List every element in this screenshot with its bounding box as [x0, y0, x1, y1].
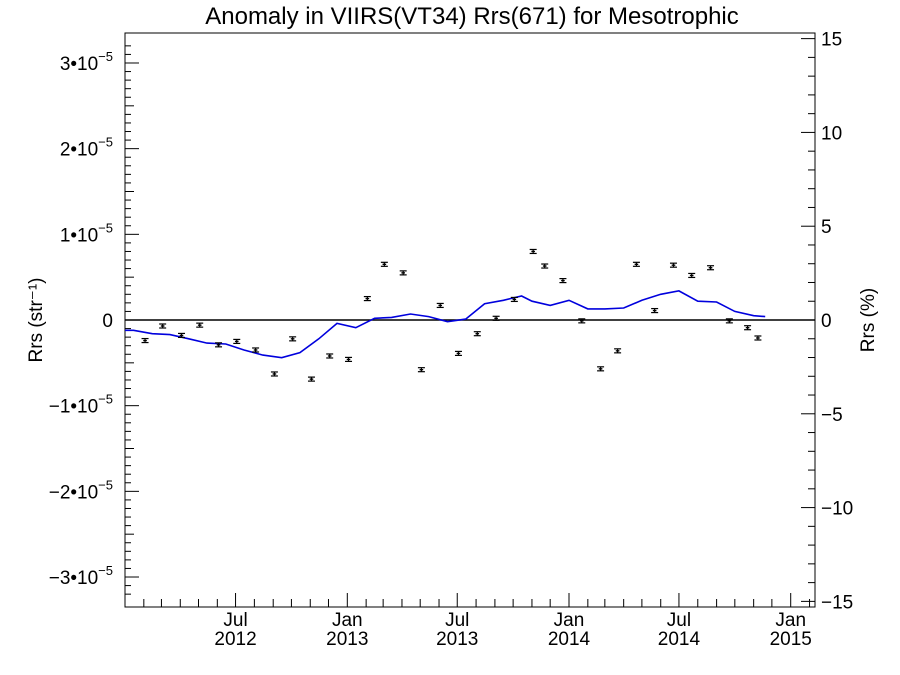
data-point [326, 353, 334, 359]
x-tick-month: Jan [775, 610, 806, 631]
data-point [270, 371, 278, 377]
data-point [669, 262, 677, 268]
right-tick-label: 15 [821, 30, 842, 51]
data-point [289, 336, 297, 342]
left-tick-exponent: −5 [98, 563, 113, 578]
left-tick-label: 1•10−5 [60, 220, 113, 246]
x-tick-month: Jul [667, 610, 691, 631]
x-tick-year: 2012 [214, 629, 256, 650]
right-tick-label: −5 [821, 405, 843, 426]
left-tick-exponent: −5 [98, 135, 113, 150]
data-point [559, 277, 567, 284]
data-point [345, 356, 353, 363]
data-point [399, 270, 407, 276]
left-tick-label: 0 [102, 311, 113, 332]
left-tick-exponent: −5 [98, 477, 113, 492]
right-tick-label: −15 [821, 592, 853, 613]
right-y-axis-label: Rrs (%) [858, 288, 879, 352]
data-point [754, 335, 762, 341]
left-tick-exponent: −5 [98, 392, 113, 407]
data-point [473, 331, 481, 337]
data-point [597, 366, 605, 372]
left-tick-label: 2•10−5 [60, 135, 113, 161]
x-tick-year: 2013 [436, 629, 478, 650]
data-point [688, 272, 696, 279]
data-point [436, 302, 444, 309]
right-tick-label: −10 [821, 499, 853, 520]
data-point [363, 295, 371, 302]
left-tick-exponent: −5 [98, 220, 113, 235]
left-tick-mantissa: −2•10 [49, 482, 98, 503]
data-point [529, 248, 537, 255]
right-tick-label: 0 [821, 311, 832, 332]
left-tick-label: −2•10−5 [49, 477, 113, 503]
left-tick-mantissa: −1•10 [49, 397, 98, 418]
left-tick-label: 3•10−5 [60, 49, 113, 75]
data-point [215, 342, 223, 348]
x-tick-year: 2014 [658, 629, 701, 650]
left-y-axis: 3•10−52•10−51•10−50−1•10−5−2•10−5−3•10−5 [49, 45, 139, 595]
data-point [380, 261, 388, 267]
x-axis: Jul2012Jan2013Jul2013Jan2014Jul2014Jan20… [124, 593, 812, 650]
data-point [725, 318, 733, 324]
x-tick-year: 2014 [548, 629, 591, 650]
x-tick-year: 2013 [326, 629, 368, 650]
data-point [177, 332, 185, 339]
data-point [707, 265, 715, 271]
data-point [578, 318, 586, 324]
x-tick-month: Jul [445, 610, 469, 631]
left-tick-mantissa: 3•10 [60, 54, 98, 75]
x-tick-month: Jan [554, 610, 585, 631]
data-point [614, 348, 622, 354]
left-tick-label: −1•10−5 [49, 392, 113, 418]
data-point [141, 337, 149, 344]
data-point [510, 296, 518, 303]
left-y-axis-label: Rrs (str⁻¹) [26, 278, 47, 363]
left-tick-label: −3•10−5 [49, 563, 113, 589]
left-tick-mantissa: 0 [102, 311, 113, 332]
data-point [307, 376, 315, 382]
plot-area [124, 32, 816, 608]
data-point [541, 263, 549, 269]
data-point [651, 307, 659, 314]
left-tick-mantissa: 1•10 [60, 225, 98, 246]
data-point [196, 322, 204, 328]
data-point [159, 323, 167, 329]
data-point [744, 325, 752, 331]
x-tick-month: Jan [332, 610, 363, 631]
left-tick-mantissa: 2•10 [60, 140, 98, 161]
right-tick-label: 10 [821, 123, 842, 144]
left-tick-mantissa: −3•10 [49, 568, 98, 589]
x-tick-year: 2015 [770, 629, 812, 650]
left-tick-exponent: −5 [98, 49, 113, 64]
data-point [492, 315, 500, 321]
data-point [233, 338, 241, 345]
data-point [632, 261, 640, 267]
right-tick-label: 5 [821, 217, 832, 238]
data-point [252, 347, 260, 353]
chart-title: Anomaly in VIIRS(VT34) Rrs(671) for Meso… [205, 3, 739, 30]
data-point [454, 350, 462, 357]
x-tick-month: Jul [223, 610, 247, 631]
series-line [125, 290, 766, 359]
right-y-axis: 15 10 5 0 −5 −10 −15 [801, 30, 853, 613]
data-point [417, 367, 425, 373]
